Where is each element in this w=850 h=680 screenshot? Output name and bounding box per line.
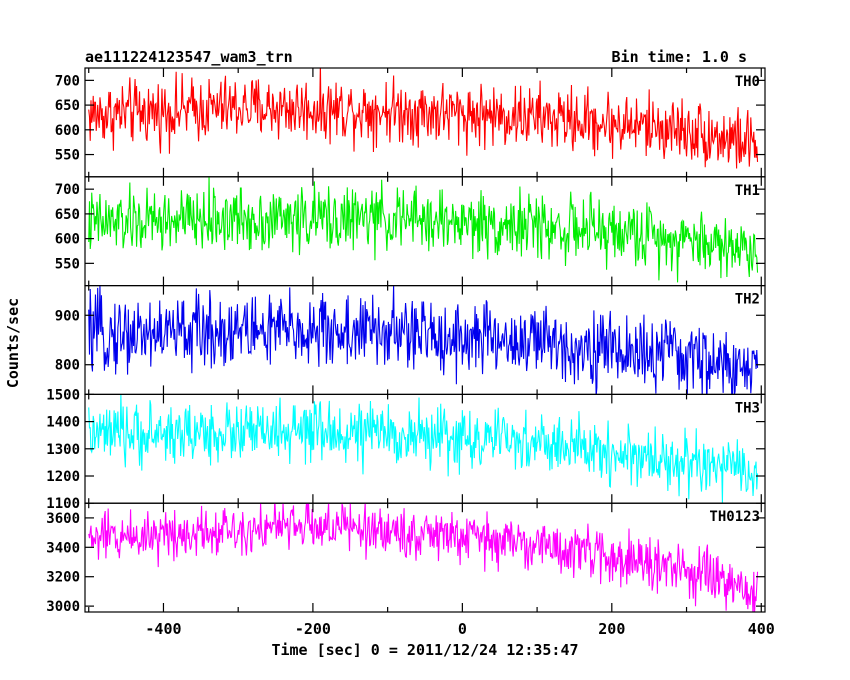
observation-title: ae111224123547_wam3_trn [85, 48, 293, 66]
panel-th1: 550 600 650 700 TH1 [55, 176, 766, 287]
series-th3-line [88, 394, 759, 504]
y-tick-label: 3600 [46, 511, 80, 527]
x-tick-label: 0 [458, 620, 467, 638]
y-axis-label: Counts/sec [4, 298, 22, 388]
x-tick-label: -400 [145, 620, 181, 638]
x-tick-label: -200 [295, 620, 331, 638]
x-tick-label: 200 [598, 620, 625, 638]
panel-th2: 800 900 TH2 [55, 285, 766, 396]
y-tick-label: 650 [55, 207, 80, 223]
y-tick-label: 1300 [46, 442, 80, 458]
x-tick-label: 400 [748, 620, 775, 638]
series-th1-line [88, 176, 759, 283]
y-tick-label: 900 [55, 308, 80, 324]
x-axis-label: Time [sec] 0 = 2011/12/24 12:35:47 [271, 641, 578, 659]
y-tick-label: 550 [55, 256, 80, 272]
y-tick-label: 1400 [46, 415, 80, 431]
series-label-th1: TH1 [735, 183, 760, 199]
y-tick-label: 3000 [46, 599, 80, 615]
y-tick-label: 700 [55, 182, 80, 198]
y-tick-label: 1200 [46, 469, 80, 485]
y-tick-label: 1100 [46, 496, 80, 512]
series-label-th0123: TH0123 [709, 509, 760, 525]
series-th0-line [88, 68, 759, 169]
series-label-th2: TH2 [735, 292, 760, 308]
y-tick-label: 550 [55, 148, 80, 164]
y-tick-label: 600 [55, 232, 80, 248]
y-tick-label: 3200 [46, 570, 80, 586]
y-tick-label: 700 [55, 73, 80, 89]
panels: 550 600 650 700 TH0 550 600 650 700 TH1 800 900 TH2 1… [46, 67, 766, 615]
panel-frame [84, 502, 766, 613]
y-tick-label: 600 [55, 123, 80, 139]
series-label-th0: TH0 [735, 74, 760, 90]
series-th0123-line [88, 503, 759, 613]
panel-th0123: 3000 3200 3400 3600 TH0123 [46, 502, 766, 615]
y-tick-label: 650 [55, 98, 80, 114]
panel-th0: 550 600 650 700 TH0 [55, 67, 766, 178]
y-tick-label: 800 [55, 358, 80, 374]
x-tick-labels: -400 -200 0 200 400 [145, 620, 774, 638]
y-tick-label: 1500 [46, 387, 80, 403]
series-label-th3: TH3 [735, 400, 760, 416]
panel-th3: 1100 1200 1300 1400 1500 TH3 [46, 387, 766, 512]
series-th2-line [88, 285, 759, 395]
bin-time-label: Bin time: 1.0 s [612, 48, 747, 66]
y-tick-label: 3400 [46, 540, 80, 556]
